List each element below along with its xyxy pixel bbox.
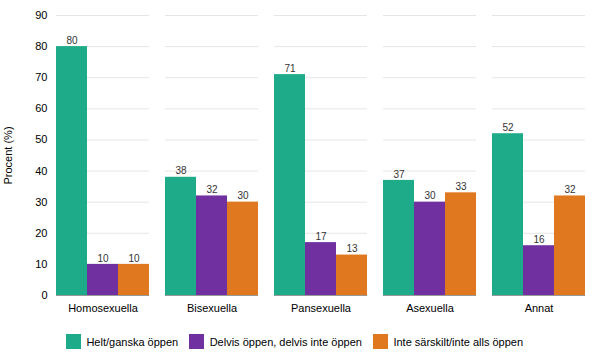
svg-text:90: 90: [35, 9, 47, 21]
svg-text:30: 30: [35, 196, 47, 208]
svg-text:50: 50: [35, 133, 47, 145]
svg-text:80: 80: [66, 35, 78, 46]
svg-text:40: 40: [35, 165, 47, 177]
svg-text:38: 38: [175, 165, 187, 176]
svg-text:32: 32: [206, 184, 218, 195]
svg-text:80: 80: [35, 40, 47, 52]
svg-text:30: 30: [237, 190, 249, 201]
svg-text:30: 30: [424, 190, 436, 201]
svg-text:13: 13: [346, 243, 358, 254]
svg-text:32: 32: [564, 184, 576, 195]
svg-text:17: 17: [315, 231, 327, 242]
html-text:Helt/ganska öppen: Helt/ganska öppen: [86, 335, 179, 348]
svg-text:52: 52: [502, 122, 514, 133]
svg-text:10: 10: [35, 258, 47, 270]
svg-text:Pansexuella: Pansexuella: [291, 302, 352, 314]
svg-text:Annat: Annat: [525, 302, 554, 314]
html-text:Inte särskilt/inte alls öppen: Inte särskilt/inte alls öppen: [393, 335, 524, 348]
svg-text:70: 70: [35, 71, 47, 83]
svg-text:60: 60: [35, 102, 47, 114]
svg-text:0: 0: [41, 289, 47, 301]
svg-text:71: 71: [284, 63, 296, 74]
svg-text:Asexuella: Asexuella: [406, 302, 455, 314]
svg-text:10: 10: [97, 253, 109, 264]
svg-text:Procent (%): Procent (%): [2, 126, 14, 184]
html-text:Delvis öppen, delvis inte öppe: Delvis öppen, delvis inte öppen: [209, 335, 362, 348]
svg-text:Bisexuella: Bisexuella: [187, 302, 238, 314]
svg-text:10: 10: [128, 253, 140, 264]
svg-text:33: 33: [455, 181, 467, 192]
svg-text:Homosexuella: Homosexuella: [68, 302, 139, 314]
svg-text:16: 16: [533, 234, 545, 245]
svg-text:20: 20: [35, 227, 47, 239]
svg-text:37: 37: [393, 169, 405, 180]
